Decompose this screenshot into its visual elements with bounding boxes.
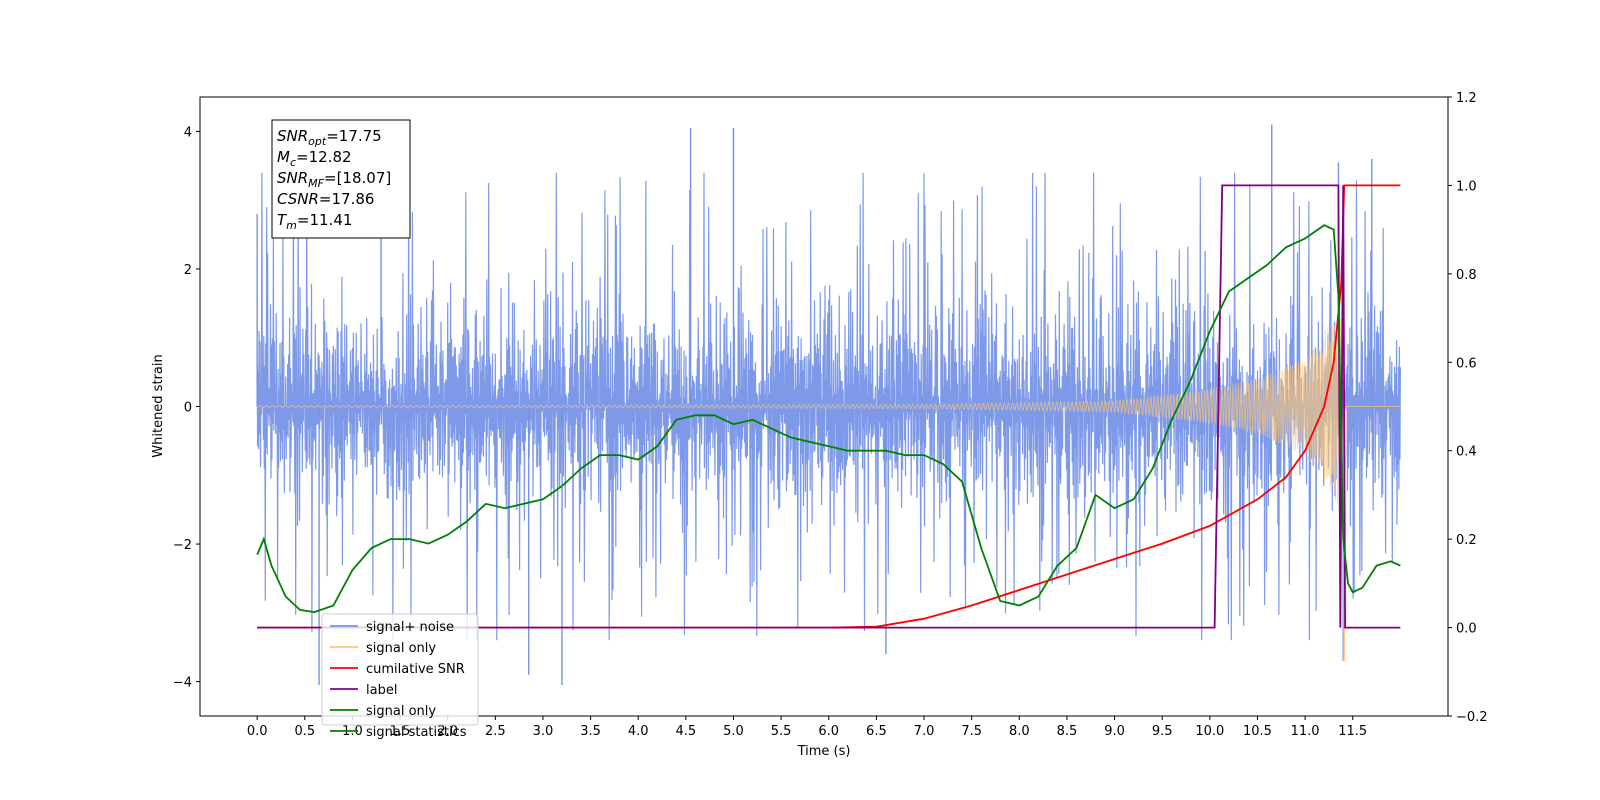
x-tick-label: 11.5 [1338,724,1367,739]
y2-tick-label: −0.2 [1456,710,1488,725]
legend-label: label [366,683,397,698]
x-axis-label: Time (s) [797,744,851,759]
y-tick-label: −2 [173,538,192,553]
x-tick-label: 9.5 [1152,724,1173,739]
legend-label: cumilative SNR [366,662,465,677]
legend-label: signal only [366,641,436,656]
x-tick-label: 7.0 [914,724,935,739]
y-tick-label: 0 [184,401,192,416]
annotation-line: Mc=12.82 [277,148,352,169]
legend-label: signal only [366,704,436,719]
y2-tick-label: 1.2 [1456,91,1477,106]
y-tick-label: 2 [184,263,192,278]
annotation-line: SNRMF=[18.07] [277,169,391,190]
series-signal-only [257,314,1401,504]
x-tick-label: 0.0 [247,724,268,739]
x-tick-label: 3.5 [580,724,601,739]
y2-tick-label: 0.2 [1456,533,1477,548]
y-axis-label: Whitened strain [151,354,166,457]
legend-label: signal statistics [366,725,467,740]
annotation-frame [271,119,411,239]
y2-tick-label: 0.0 [1456,622,1477,637]
x-tick-label: 3.0 [533,724,554,739]
x-tick-label: 4.0 [628,724,649,739]
y-tick-label: −4 [173,676,192,691]
series-signal-statistics [256,224,1401,614]
x-tick-label: 5.5 [771,724,792,739]
x-tick-label: 9.0 [1104,724,1125,739]
x-tick-label: 11.0 [1291,724,1320,739]
x-tick-label: 2.5 [485,724,506,739]
annotation-line: Tm=11.41 [277,211,352,232]
y-tick-label: 4 [184,125,192,140]
x-tick-label: 5.0 [723,724,744,739]
y2-tick-label: 0.6 [1456,356,1477,371]
y2-tick-label: 1.0 [1456,179,1477,194]
x-tick-label: 8.0 [1009,724,1030,739]
x-tick-label: 6.0 [818,724,839,739]
y2-tick-label: 0.8 [1456,268,1477,283]
legend-label: signal+ noise [366,620,454,635]
x-tick-label: 1.5 [390,724,411,739]
x-tick-label: 10.5 [1243,724,1272,739]
annotation-line: SNRopt=17.75 [277,127,382,148]
x-tick-label: 4.5 [676,724,697,739]
annotation-line: CSNR=17.86 [277,190,374,208]
annotation-box: SNRopt=17.75Mc=12.82SNRMF=[18.07]CSNR=17… [271,119,411,239]
legend: signal+ noise signal only cumilative SNR la… [321,613,479,740]
x-tick-label: 7.5 [961,724,982,739]
legend-frame [321,613,479,726]
x-tick-label: 8.5 [1057,724,1078,739]
series-layer [256,124,1401,686]
series-signal-noise [256,172,1401,641]
x-tick-label: 2.0 [437,724,458,739]
x-tick-label: 10.0 [1195,724,1224,739]
y2-tick-label: 0.4 [1456,445,1477,460]
x-tick-label: 0.5 [294,724,315,739]
x-tick-label: 6.5 [866,724,887,739]
